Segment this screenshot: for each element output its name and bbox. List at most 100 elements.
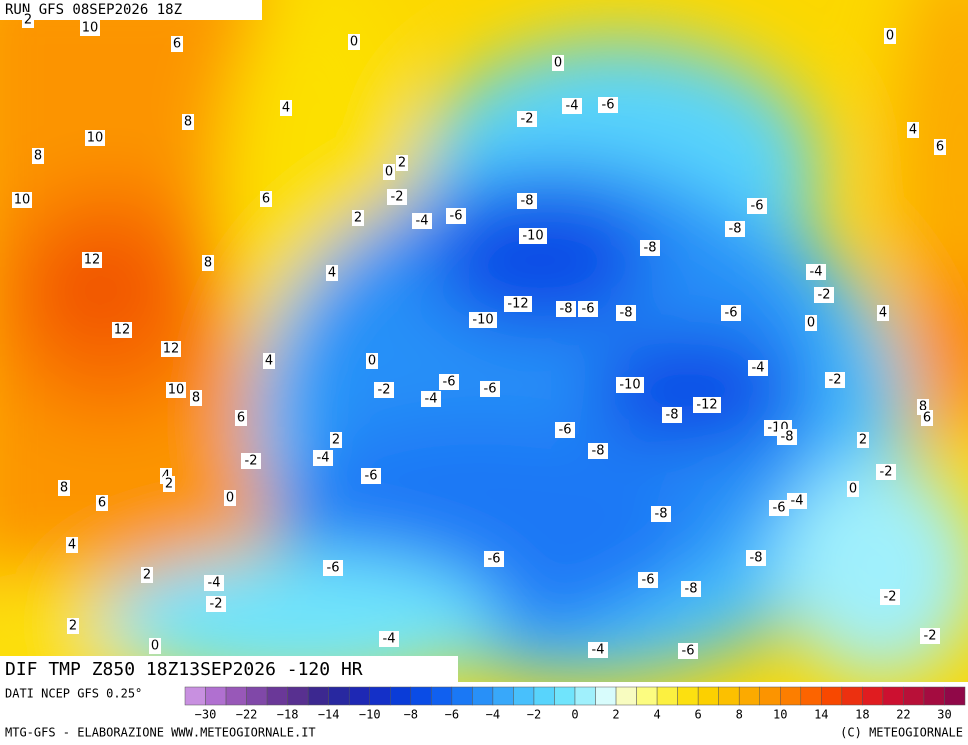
contour-label: 4 [282,101,290,116]
scale-swatch [595,686,617,706]
contour-label: -2 [378,383,391,398]
contour-label: 12 [163,342,180,357]
contour-label: -8 [685,582,698,597]
contour-label-box [326,265,338,281]
contour-label-box [421,391,441,407]
contour-label: -6 [642,573,655,588]
scale-swatch [390,686,412,706]
contour-label-box [446,208,466,224]
scale-swatch [656,686,678,706]
contour-label-box [814,287,834,303]
contour-label: -4 [592,643,605,658]
credits-left: MTG-GFS - ELABORAZIONE WWW.METEOGIORNALE… [5,726,316,740]
contour-label-box [552,55,564,71]
contour-label-box [202,255,214,271]
scale-label: 22 [896,708,910,722]
scale-swatch [780,686,802,706]
contour-label-box [725,221,745,237]
contour-label: 8 [184,115,192,130]
contour-label: 4 [68,538,76,553]
contour-label-box [224,490,236,506]
contour-label-box [80,20,100,36]
contour-label-box [379,631,399,647]
contour-label: -8 [729,222,742,237]
header-title: RUN GFS 08SEP2026 18Z [5,2,182,18]
contour-label: -6 [682,644,695,659]
scale-swatch [882,686,904,706]
contour-label-box [112,322,132,338]
contour-label: -6 [488,552,501,567]
scale-swatch [328,686,350,706]
contour-label: 0 [385,165,393,180]
credits-right: (C) METEOGIORNALE [840,726,963,740]
contour-label-box [366,353,378,369]
contour-label-box [67,618,79,634]
contour-label-box [504,296,532,312]
scale-swatch [574,686,596,706]
contour-label-box [651,506,671,522]
contour-label-box [847,481,859,497]
contour-label: 8 [204,256,212,271]
scale-swatch [184,686,206,706]
scale-swatch [615,686,637,706]
contour-label-box [517,111,537,127]
contour-label-box [638,572,658,588]
contour-label: 10 [168,383,185,398]
contour-label-box [361,468,381,484]
contour-label: 10 [14,193,31,208]
contour-label: -8 [560,302,573,317]
contour-label-box [383,164,395,180]
contour-label: 10 [87,131,104,146]
contour-label-box [480,381,500,397]
contour-label-box [934,139,946,155]
contour-label: -4 [416,214,429,229]
contour-label: -4 [752,361,765,376]
scale-swatch [923,686,945,706]
scale-label: −14 [318,708,340,722]
contour-label: 2 [165,477,173,492]
contour-label: 0 [807,316,815,331]
contour-label-box [519,228,547,244]
scale-label: 18 [855,708,869,722]
contour-label-box [662,407,682,423]
contour-label: -6 [582,302,595,317]
scale-label: 10 [773,708,787,722]
contour-label-box [412,213,432,229]
scale-label: 30 [937,708,951,722]
legend-source: DATI NCEP GFS 0.25° [5,687,142,701]
contour-label: 4 [879,306,887,321]
contour-label-box [323,560,343,576]
contour-label: 8 [192,391,200,406]
contour-label: -2 [245,454,258,469]
footer-box [0,656,458,684]
contour-label-box [517,193,537,209]
contour-label: -10 [522,229,543,244]
contour-label-box [880,589,900,605]
contour-label: -10 [472,313,493,328]
scale-swatch [821,686,843,706]
contour-label: -2 [829,373,842,388]
contour-label: 0 [368,354,376,369]
contour-label: 10 [82,21,99,36]
contour-label-box [352,210,364,226]
contour-label-box [484,551,504,567]
contour-label-box [920,628,940,644]
contour-label-box [746,550,766,566]
contour-label: 0 [886,29,894,44]
contour-label: -8 [781,430,794,445]
contour-label: 2 [332,433,340,448]
contour-label-box [260,191,272,207]
contour-label-box [588,443,608,459]
contour-label-box [907,122,919,138]
contour-label: -8 [592,444,605,459]
contour-label-box [374,382,394,398]
contour-label: -4 [566,99,579,114]
contour-label: 2 [24,13,32,28]
contour-label-box [588,642,608,658]
contour-label: 8 [919,400,927,415]
header-box [0,0,262,20]
contour-label: 2 [69,619,77,634]
scale-swatch [554,686,576,706]
contour-label-box [96,495,108,511]
